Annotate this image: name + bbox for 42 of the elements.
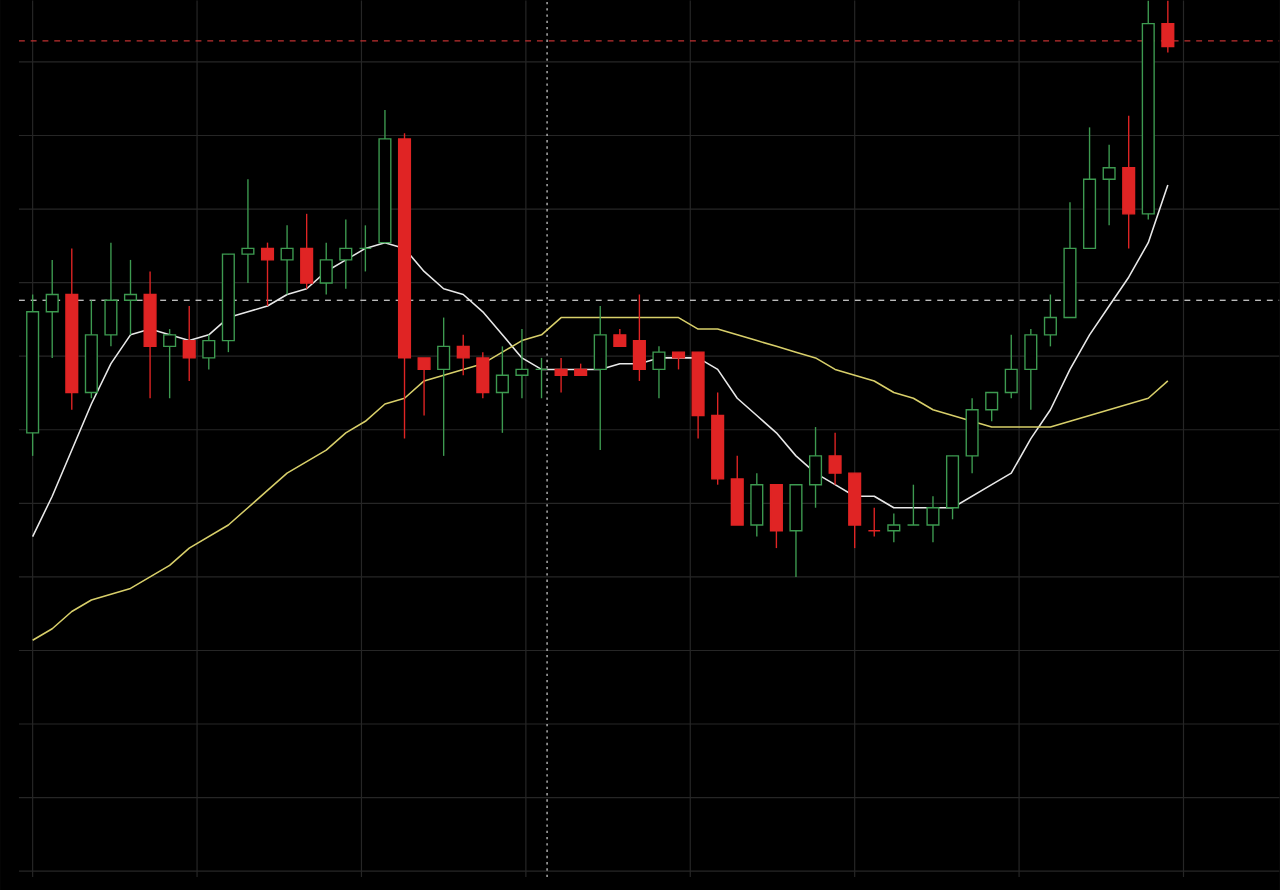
candlestick [730,454,744,526]
candlestick [789,483,803,578]
candlestick [1024,328,1038,411]
candlestick [104,241,118,347]
candlestick [182,305,196,382]
candlestick [515,328,529,399]
candlestick [300,212,314,290]
candlestick [495,345,509,434]
candlestick [358,224,372,272]
candlestick [769,483,783,549]
candlestick [808,426,823,509]
candlestick [965,397,979,474]
candlestick [652,345,666,399]
candlestick [260,241,275,307]
candlestick [1043,293,1057,347]
candlestick [45,259,59,359]
candlestick [163,328,177,399]
candlestick [750,472,764,538]
candlestick [339,218,353,290]
candlestick [1161,0,1175,53]
candlestick [1004,333,1018,399]
candlestick [632,293,646,382]
candlestick [593,305,607,451]
candlestick [985,391,999,422]
candlestick [417,356,431,416]
candlestick [534,356,549,399]
candlestick [867,506,881,538]
candlestick [280,224,294,295]
candlestick [123,259,138,336]
candlestick [319,241,333,295]
candlestick [926,495,940,543]
candlestick [554,356,568,393]
candlestick [437,316,451,457]
candlestick [1122,114,1136,249]
candlestick [1102,143,1116,226]
candlestick [828,431,842,486]
candlestick [476,351,490,399]
candlestick [456,333,470,376]
candlestick [202,333,216,370]
candlestick [887,512,901,543]
candlestick [906,483,920,526]
candlestick [241,178,255,284]
